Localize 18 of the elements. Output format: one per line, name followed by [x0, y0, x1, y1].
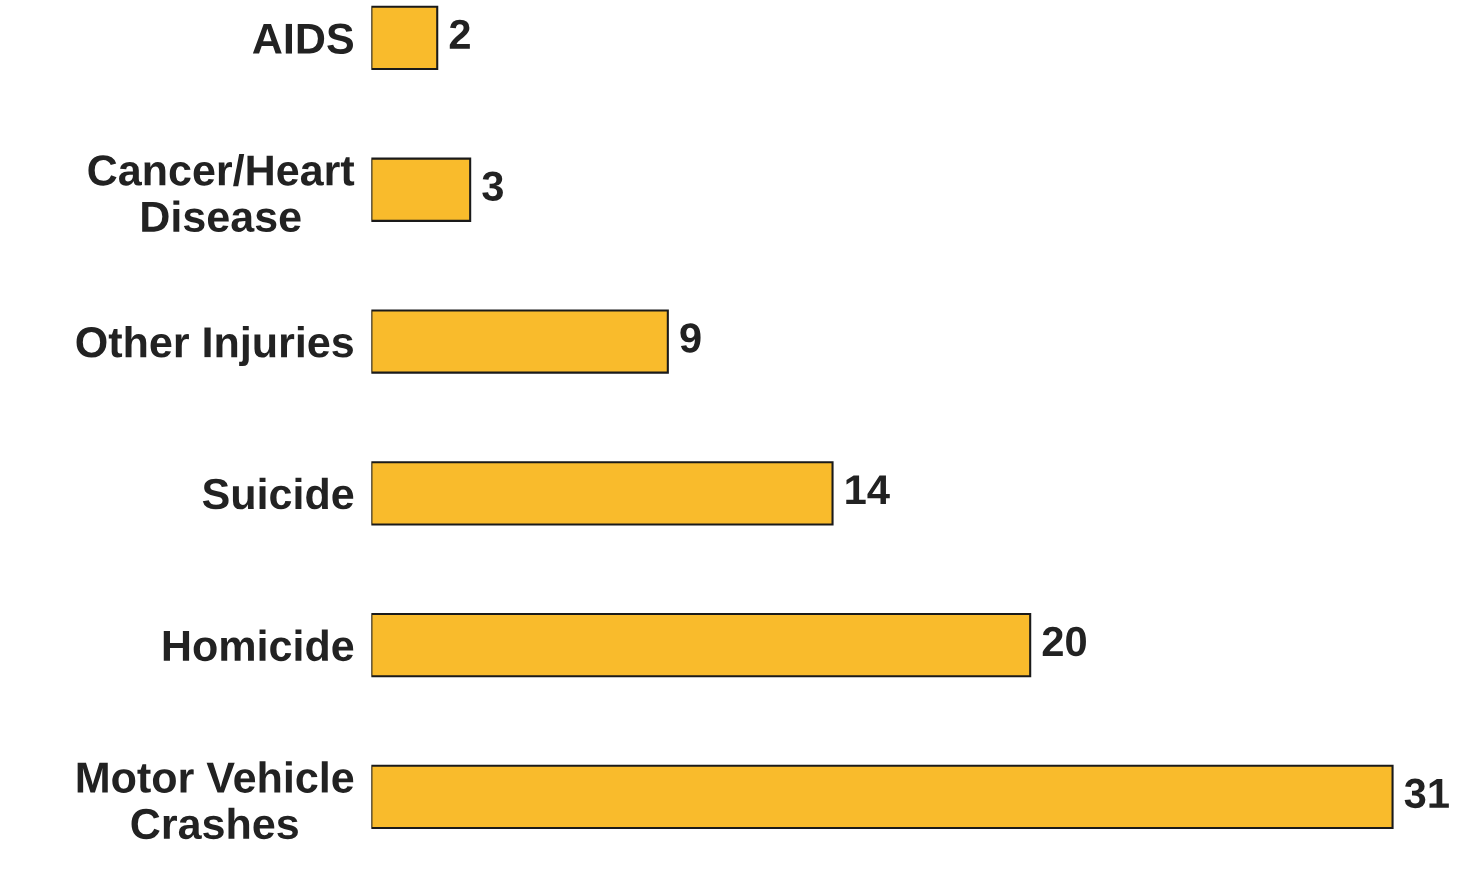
bar: [371, 612, 1032, 678]
data-label: 20: [1042, 626, 1086, 657]
y-tick-label: Cancer/Heart Disease: [88, 154, 355, 233]
data-label: 2: [449, 19, 470, 49]
y-tick-label: Homicide: [163, 629, 354, 662]
bar: [371, 157, 472, 222]
y-tick-label: Motor Vehicle Crashes: [77, 761, 354, 840]
data-label: 14: [846, 475, 890, 505]
data-label: 31: [1404, 778, 1449, 809]
y-tick-label: Suicide: [202, 477, 354, 510]
bar: [371, 5, 439, 71]
y-tick-label: AIDS: [252, 23, 353, 54]
y-tick-label: Other Injuries: [76, 325, 353, 367]
data-label: 9: [680, 323, 701, 353]
data-label: 3: [482, 171, 503, 201]
bar: [371, 764, 1394, 830]
bar: [371, 309, 669, 374]
bar: [371, 461, 834, 526]
